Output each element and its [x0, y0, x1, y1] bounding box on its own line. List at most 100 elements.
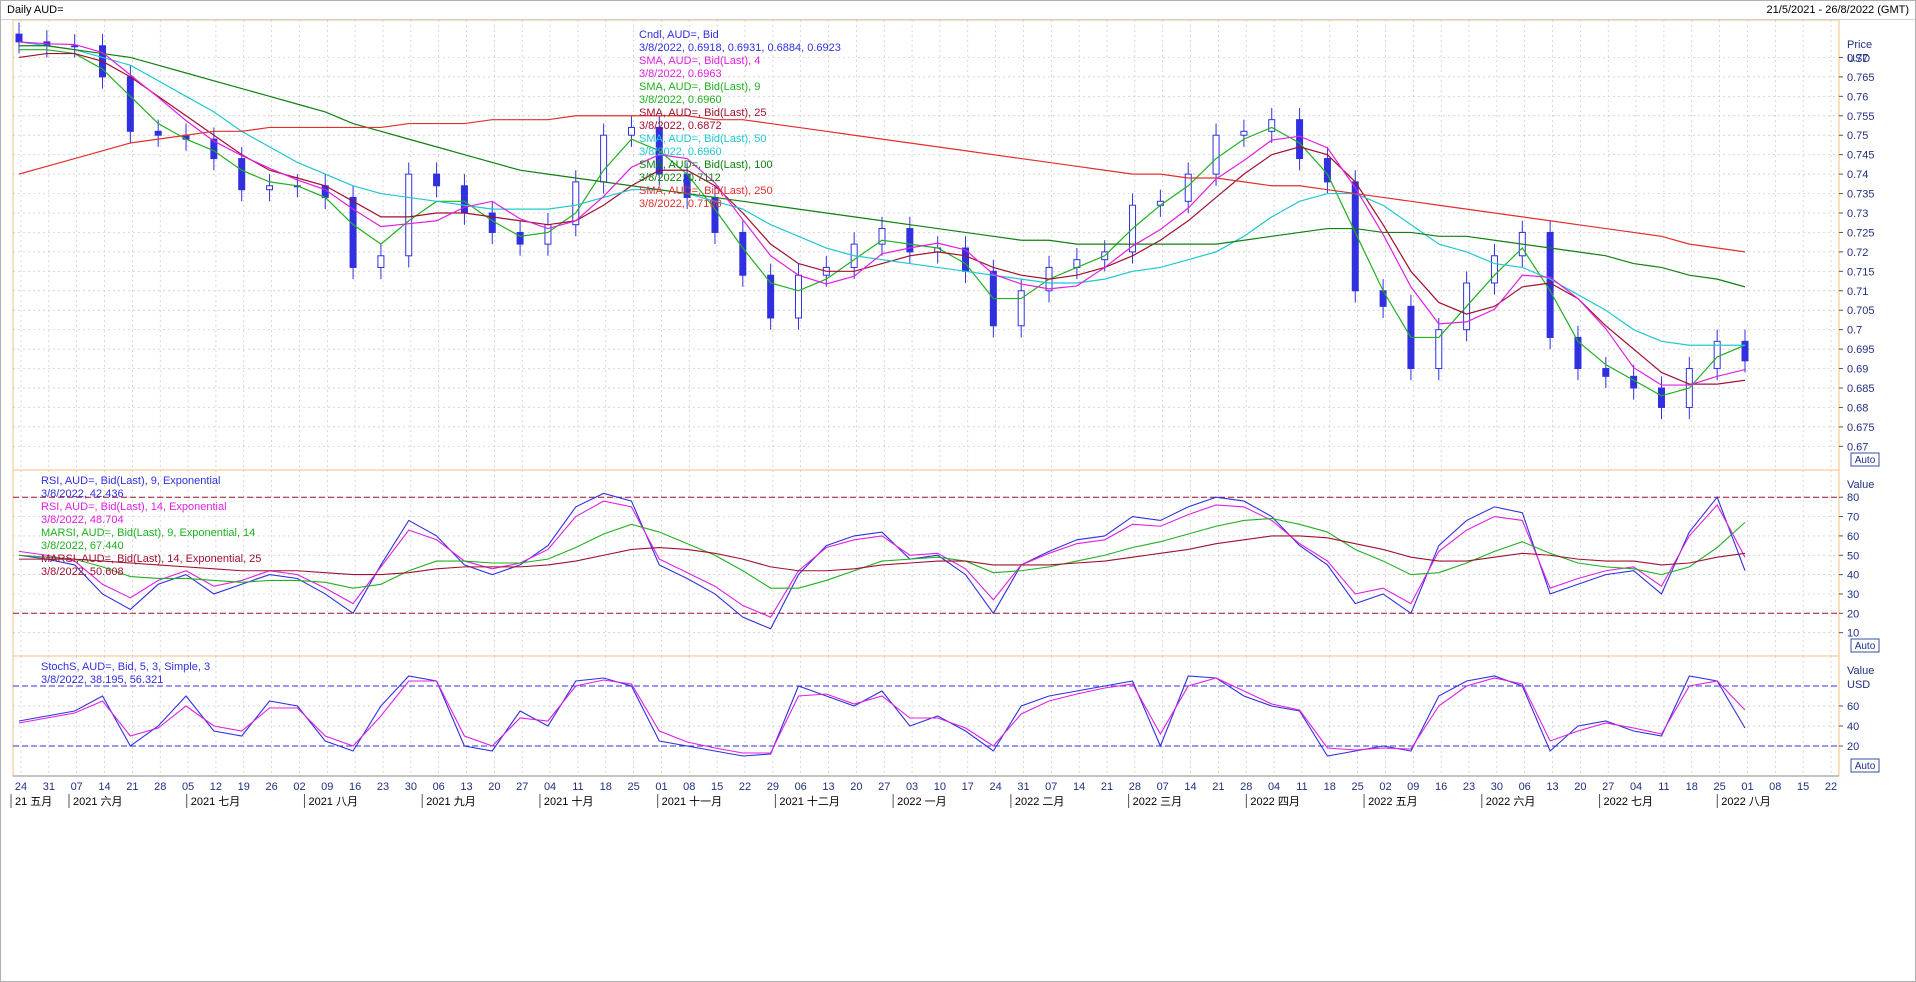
x-day-tick-label: 17 — [962, 781, 974, 793]
stoch-tick-label: 40 — [1847, 721, 1859, 733]
candle-body — [572, 181, 580, 226]
price-tick-label: 0.75 — [1847, 130, 1868, 142]
candle-body — [600, 134, 608, 183]
x-day-tick-label: 08 — [683, 781, 695, 793]
rsi-axis-title: Value — [1847, 479, 1874, 491]
price-tick-label: 0.73 — [1847, 208, 1868, 220]
x-day-tick-label: 03 — [906, 781, 918, 793]
rsi-line-3 — [19, 535, 1746, 576]
rsi-legend-value: 3/8/2022, 67.440 — [41, 540, 124, 552]
rsi-legend-value: 3/8/2022, 48.704 — [41, 514, 124, 526]
price-tick-label: 0.74 — [1847, 169, 1868, 181]
x-day-tick-label: 01 — [1741, 781, 1753, 793]
price-tick-label: 0.685 — [1847, 383, 1875, 395]
x-day-tick-label: 26 — [265, 781, 277, 793]
x-month-label: 2022 三月 — [1133, 796, 1183, 808]
price-tick-label: 0.745 — [1847, 150, 1875, 162]
candle-body — [488, 212, 496, 233]
price-tick-label: 0.67 — [1847, 441, 1868, 453]
stoch-line-1 — [18, 677, 1746, 754]
x-month-label: 21 五月 — [15, 796, 52, 808]
rsi-line-2 — [18, 517, 1746, 589]
x-day-tick-label: 02 — [1379, 781, 1391, 793]
x-day-tick-label: 18 — [1686, 781, 1698, 793]
price-legend-value: 3/8/2022, 0.6963 — [639, 68, 722, 80]
stoch-line-0 — [18, 675, 1746, 757]
candle-body — [377, 255, 385, 268]
candle-body — [1212, 134, 1220, 175]
candle-body — [126, 76, 134, 132]
candle-body — [405, 173, 413, 257]
price-tick-label: 0.71 — [1847, 286, 1868, 298]
x-day-tick-label: 30 — [405, 781, 417, 793]
x-day-tick-label: 14 — [98, 781, 110, 793]
price-legend-label: SMA, AUD=, Bid(Last), 100 — [639, 159, 773, 171]
x-day-tick-label: 15 — [1797, 781, 1809, 793]
x-day-tick-label: 14 — [1073, 781, 1085, 793]
price-axis-unit: USD — [1847, 53, 1870, 65]
x-day-tick-label: 29 — [767, 781, 779, 793]
sma-line-0 — [19, 49, 1746, 397]
date-range: 21/5/2021 - 26/8/2022 (GMT) — [1766, 4, 1909, 16]
x-month-label: 2021 十一月 — [662, 794, 723, 808]
x-day-tick-label: 06 — [795, 781, 807, 793]
chart-canvas[interactable]: 0.67 0.675 0.68 0.685 0.69 0.695 0.7 0.705 0.71 0… — [1, 20, 1915, 982]
candle-body — [15, 33, 23, 43]
candle-body — [739, 231, 747, 276]
price-tick-label: 0.715 — [1847, 266, 1875, 278]
candle-body — [1379, 290, 1387, 307]
x-day-tick-label: 31 — [1017, 781, 1029, 793]
candle-body — [794, 274, 802, 319]
price-tick-label: 0.725 — [1847, 227, 1875, 239]
candle-body — [1240, 130, 1248, 136]
candle-body — [1296, 119, 1304, 160]
rsi-tick-label: 30 — [1847, 589, 1859, 601]
x-day-tick-label: 12 — [210, 781, 222, 793]
price-tick-label: 0.7 — [1847, 325, 1862, 337]
price-tick-label: 0.705 — [1847, 305, 1875, 317]
price-legend-label: SMA, AUD=, Bid(Last), 9 — [639, 81, 760, 93]
candle-body — [433, 173, 441, 187]
price-legend-value: 3/8/2022, 0.6872 — [639, 120, 722, 132]
price-tick-label: 0.69 — [1847, 364, 1868, 376]
rsi-tick-label: 50 — [1847, 550, 1859, 562]
candle-body — [1657, 387, 1665, 408]
x-day-tick-label: 27 — [878, 781, 890, 793]
price-tick-label: 0.72 — [1847, 247, 1868, 259]
price-tick-label: 0.76 — [1847, 91, 1868, 103]
stoch-tick-label: 20 — [1847, 741, 1859, 753]
auto-button-stoch-label: Auto — [1855, 761, 1876, 772]
sma4-line — [18, 41, 1746, 386]
price-tick-label: 0.735 — [1847, 189, 1875, 201]
x-day-tick-label: 24 — [15, 781, 27, 793]
candle-body — [1602, 368, 1610, 377]
x-day-tick-label: 22 — [739, 781, 751, 793]
rsi-tick-label: 20 — [1847, 608, 1859, 620]
auto-button-stoch — [1850, 758, 1880, 773]
candle-body — [627, 126, 635, 136]
x-day-tick-label: 04 — [544, 781, 556, 793]
price-legend-label: SMA, AUD=, Bid(Last), 250 — [639, 185, 773, 197]
x-month-label: 2022 一月 — [897, 796, 947, 808]
x-day-tick-label: 05 — [182, 781, 194, 793]
x-day-tick-label: 11 — [1658, 781, 1669, 793]
candle-body — [516, 231, 524, 245]
x-day-tick-label: 28 — [154, 781, 166, 793]
x-month-label: 2022 四月 — [1250, 796, 1300, 808]
price-legend-value: 3/8/2022, 0.7112 — [639, 172, 721, 184]
x-day-tick-label: 14 — [1184, 781, 1196, 793]
x-day-tick-label: 20 — [850, 781, 862, 793]
x-day-tick-label: 25 — [627, 781, 639, 793]
x-day-tick-label: 31 — [43, 781, 55, 793]
sma-line-4 — [18, 115, 1746, 253]
x-month-label: 2022 六月 — [1486, 795, 1536, 808]
x-day-tick-label: 08 — [1769, 781, 1781, 793]
price-legend-value: 3/8/2022, 0.6960 — [639, 146, 722, 158]
title-bar: Daily AUD= 21/5/2021 - 26/8/2022 (GMT) — [1, 1, 1915, 20]
stoch-axis-title: Value — [1847, 665, 1874, 677]
x-day-tick-label: 10 — [934, 781, 946, 793]
x-day-tick-label: 15 — [711, 781, 723, 793]
rsi-tick-label: 80 — [1847, 492, 1859, 504]
x-day-tick-label: 06 — [1519, 781, 1531, 793]
